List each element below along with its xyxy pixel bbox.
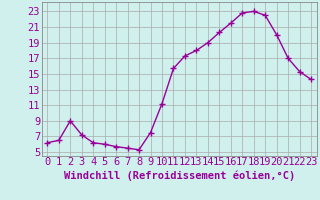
- X-axis label: Windchill (Refroidissement éolien,°C): Windchill (Refroidissement éolien,°C): [64, 170, 295, 181]
